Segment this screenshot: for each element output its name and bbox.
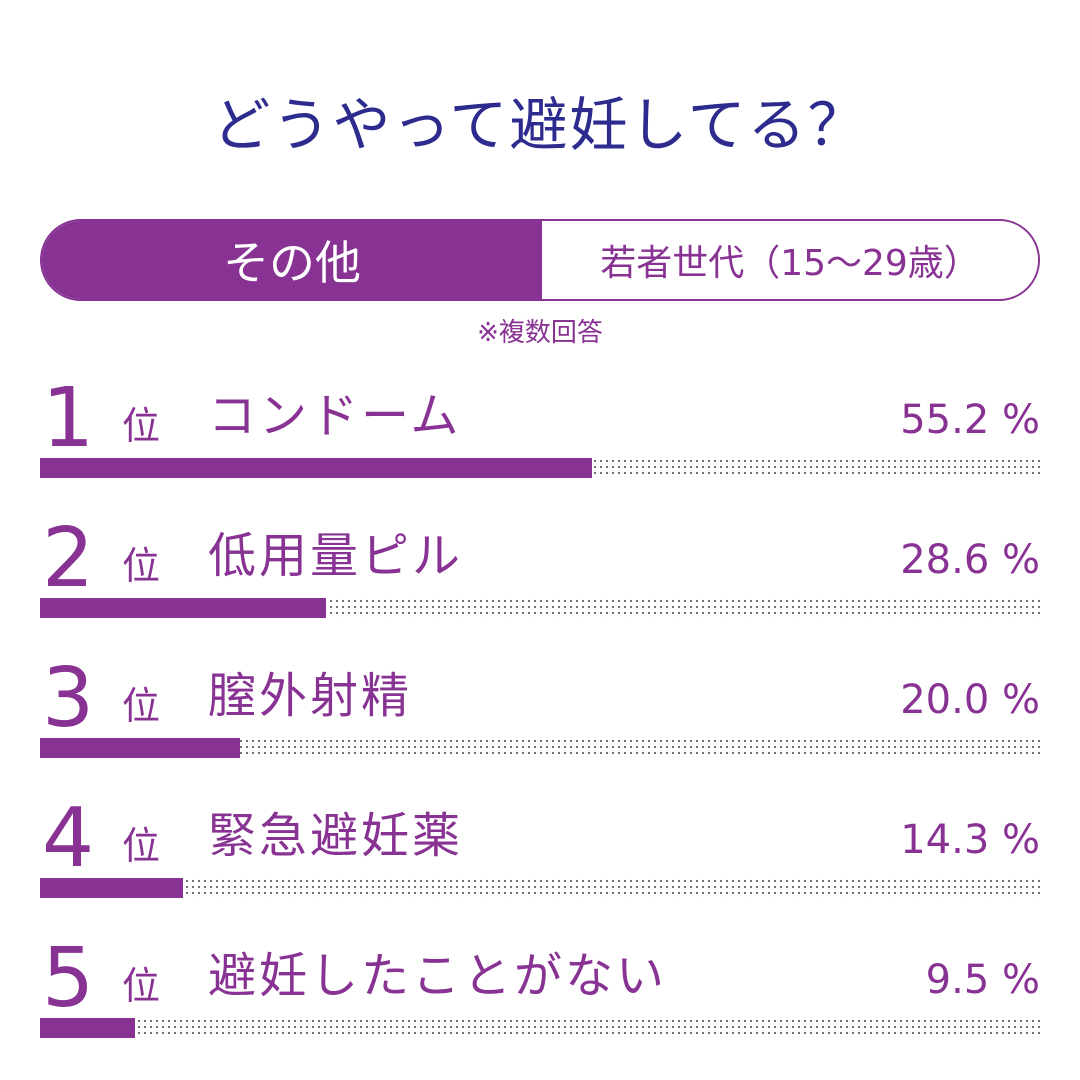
ranking-row: 4 位緊急避妊薬 14.3 % [40,798,1040,908]
rank-suffix: 位 [122,964,161,1008]
value-label: 9.5 % [925,957,1040,1003]
bar-track [40,738,1040,758]
category-label: 緊急避妊薬 [208,808,464,864]
bar [40,878,183,898]
bar [40,458,592,478]
bar-track [40,458,1040,478]
ranking-row: 2 位低用量ピル 28.6 % [40,518,1040,628]
bar-track [40,598,1040,618]
category-label: コンドーム [208,388,462,444]
ranking-row: 5 位避妊したことがない 9.5 % [40,938,1040,1048]
page-title: どうやって避妊してる？ [212,91,868,159]
value-label: 28.6 % [900,537,1040,583]
tab-other[interactable]: その他 [42,221,542,299]
bar-track [40,878,1040,898]
rank-number: 5 [42,931,95,1026]
ranking-row: 1 位コンドーム 55.2 % [40,378,1040,488]
tab-youth-generation[interactable]: 若者世代（15〜29歳） [542,221,1038,299]
rank-suffix: 位 [122,404,161,448]
rank-suffix: 位 [122,684,161,728]
ranking-row: 3 位膣外射精 20.0 % [40,658,1040,768]
rank-number: 3 [42,651,95,746]
bar [40,1018,135,1038]
rank-number: 1 [42,371,95,466]
category-label: 膣外射精 [208,668,413,724]
bar [40,598,326,618]
value-label: 55.2 % [900,397,1040,443]
rank-number: 2 [42,511,95,606]
value-label: 20.0 % [900,677,1040,723]
category-label: 避妊したことがない [208,948,668,1004]
segment-toggle: その他 若者世代（15〜29歳） [40,219,1040,301]
rank-suffix: 位 [122,544,161,588]
multiple-answer-note: ※複数回答 [477,318,603,348]
rank-suffix: 位 [122,824,161,868]
category-label: 低用量ピル [208,528,464,584]
bar-track [40,1018,1040,1038]
rank-number: 4 [42,791,95,886]
value-label: 14.3 % [900,817,1040,863]
bar [40,738,240,758]
